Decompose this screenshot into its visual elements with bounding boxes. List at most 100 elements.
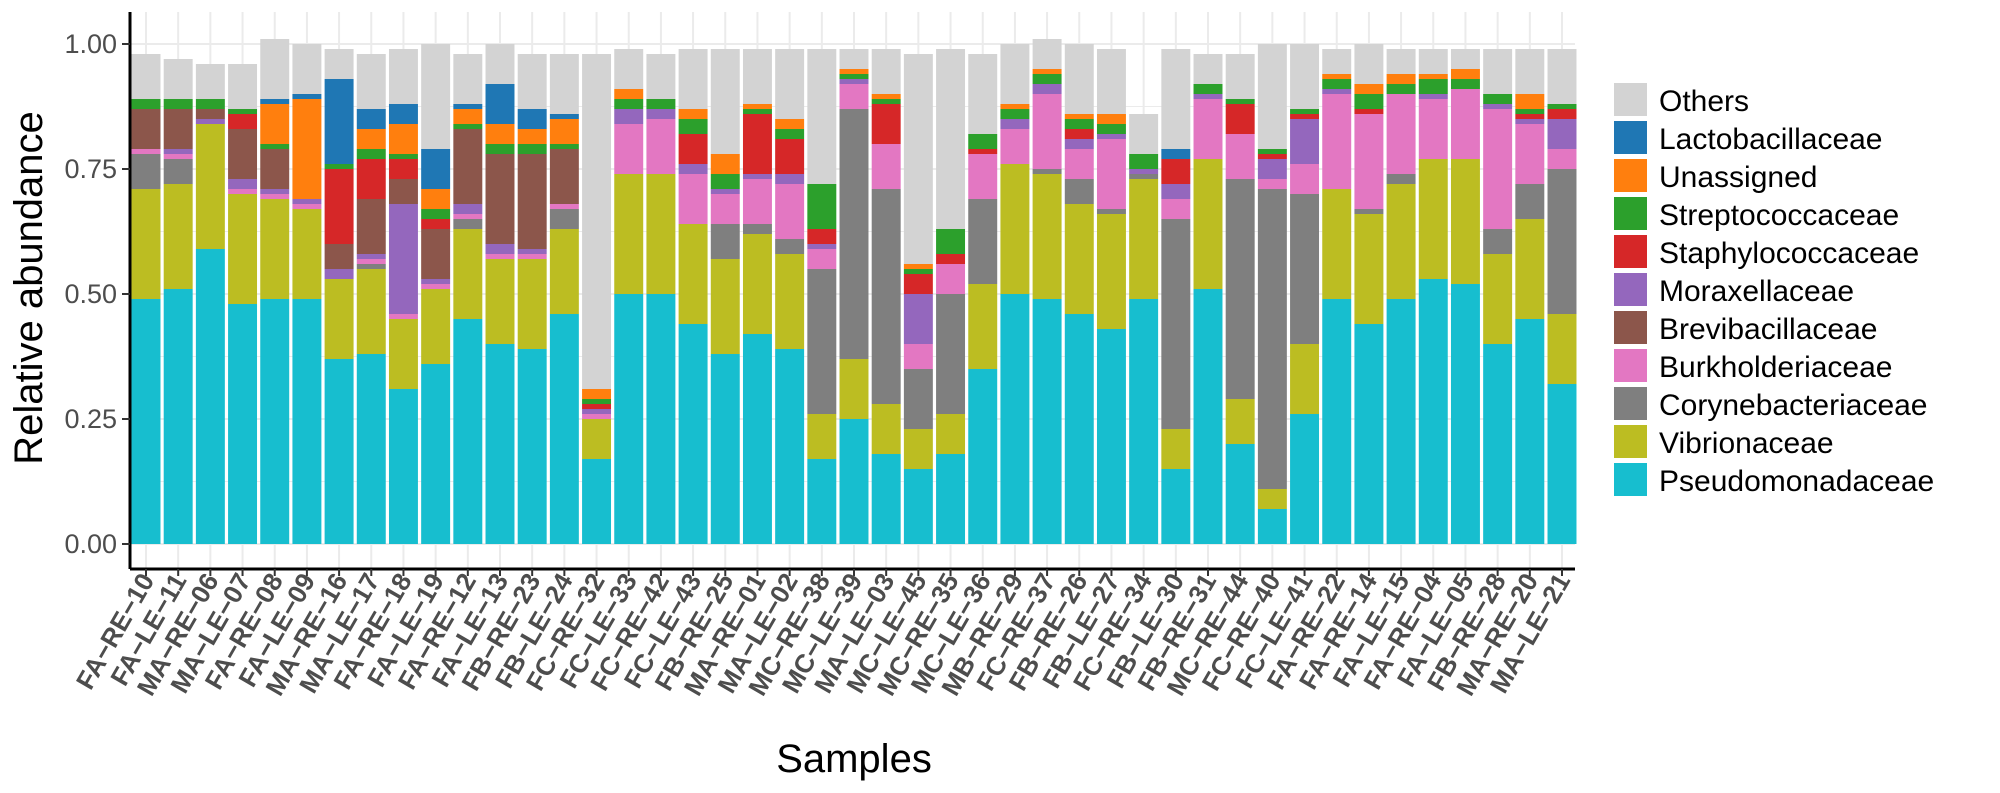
bar-segment <box>678 119 708 134</box>
bar-segment <box>1129 174 1159 179</box>
bar-segment <box>131 149 161 154</box>
bar-segment <box>871 49 901 94</box>
legend-key <box>1614 273 1647 306</box>
bar-segment <box>1483 104 1513 109</box>
bar-segment <box>549 54 579 114</box>
bar-segment <box>324 269 354 279</box>
bar-segment <box>1322 79 1352 89</box>
bar-segment <box>195 249 225 544</box>
bar-segment <box>1418 49 1448 74</box>
bar-segment <box>517 129 547 144</box>
bar-segment <box>871 94 901 99</box>
bar-segment <box>388 154 418 159</box>
bar-segment <box>1290 114 1320 119</box>
bar-segment <box>260 194 290 199</box>
legend-label: Lactobacillaceae <box>1659 123 1883 156</box>
bar-segment <box>1354 44 1384 84</box>
bar-segment <box>1129 299 1159 544</box>
bar-segment <box>517 254 547 259</box>
bar-segment <box>1000 129 1030 164</box>
bar-segment <box>968 154 998 199</box>
bar-segment <box>453 214 483 219</box>
bar-segment <box>807 244 837 249</box>
bar-segment <box>1032 174 1062 299</box>
bar-segment <box>421 219 451 229</box>
bar-segment <box>775 119 805 129</box>
bar-segment <box>485 254 515 259</box>
bar-segment <box>388 319 418 389</box>
bar-segment <box>1322 74 1352 79</box>
bar-segment <box>324 49 354 79</box>
bar-segment <box>1322 299 1352 544</box>
bar-segment <box>356 264 386 269</box>
bar-segment <box>1386 84 1416 94</box>
bar-segment <box>807 184 837 229</box>
bar-segment <box>228 179 258 189</box>
bar-segment <box>807 269 837 414</box>
bar-segment <box>775 129 805 139</box>
bar-segment <box>163 159 193 184</box>
bar-segment <box>1418 99 1448 159</box>
bar-segment <box>388 49 418 104</box>
bar-segment <box>1193 289 1223 544</box>
y-tick-label: 0.50 <box>64 279 117 309</box>
bar-segment <box>292 99 322 199</box>
bar-segment <box>1547 169 1577 314</box>
bar-segment <box>775 349 805 544</box>
bar-segment <box>871 99 901 104</box>
bar-segment <box>1547 314 1577 384</box>
bar-segment <box>1129 114 1159 154</box>
bar-segment <box>839 74 869 79</box>
bar-segment <box>871 104 901 144</box>
legend-key <box>1614 311 1647 344</box>
bar-segment <box>710 224 740 259</box>
bar-segment <box>1354 209 1384 214</box>
y-axis-title: Relative abundance <box>7 111 51 465</box>
bar-segment <box>1161 149 1191 159</box>
bar-segment <box>388 389 418 544</box>
y-ticks: 0.00 0.25 0.50 0.75 1.00 <box>64 29 130 559</box>
bar-segment <box>1450 89 1480 159</box>
legend: Others Lactobacillaceae Unassigned Streptoc… <box>1614 83 1934 498</box>
bar-segment <box>260 39 290 99</box>
bar-segment <box>388 104 418 124</box>
bar-segment <box>582 419 612 459</box>
bar-segment <box>453 54 483 104</box>
bar-segment <box>1515 219 1545 319</box>
bar-segment <box>936 294 966 414</box>
bar-segment <box>228 189 258 194</box>
bar-segment <box>614 174 644 294</box>
bar-segment <box>260 149 290 189</box>
bar-segment <box>582 389 612 399</box>
bar-segment <box>839 79 869 84</box>
bar-segment <box>356 259 386 264</box>
bar-segment <box>421 149 451 189</box>
bar-segment <box>1064 139 1094 149</box>
bar-segment <box>485 84 515 124</box>
bar-segment <box>292 204 322 209</box>
bar-segment <box>1354 94 1384 109</box>
bar-segment <box>1064 44 1094 114</box>
bar-segment <box>388 314 418 319</box>
bar-segment <box>1000 294 1030 544</box>
bar-segment <box>195 64 225 99</box>
bar-segment <box>163 154 193 159</box>
bar-segment <box>1257 149 1287 154</box>
bar-segment <box>582 409 612 414</box>
bar-segment <box>517 144 547 154</box>
bar-segment <box>453 204 483 214</box>
bar-segment <box>1354 324 1384 544</box>
bar-segment <box>839 109 869 359</box>
bar-segment <box>1450 69 1480 79</box>
bar-segment <box>1547 384 1577 544</box>
bar-segment <box>1515 94 1545 109</box>
bar-segment <box>1515 109 1545 114</box>
bar-segment <box>1193 54 1223 84</box>
bar-segment <box>1290 109 1320 114</box>
bar-segment <box>1096 139 1126 209</box>
bar-segment <box>356 129 386 149</box>
bar-segment <box>614 49 644 89</box>
bar-segment <box>1161 199 1191 219</box>
bar-segment <box>1161 159 1191 184</box>
bar-segment <box>807 229 837 244</box>
